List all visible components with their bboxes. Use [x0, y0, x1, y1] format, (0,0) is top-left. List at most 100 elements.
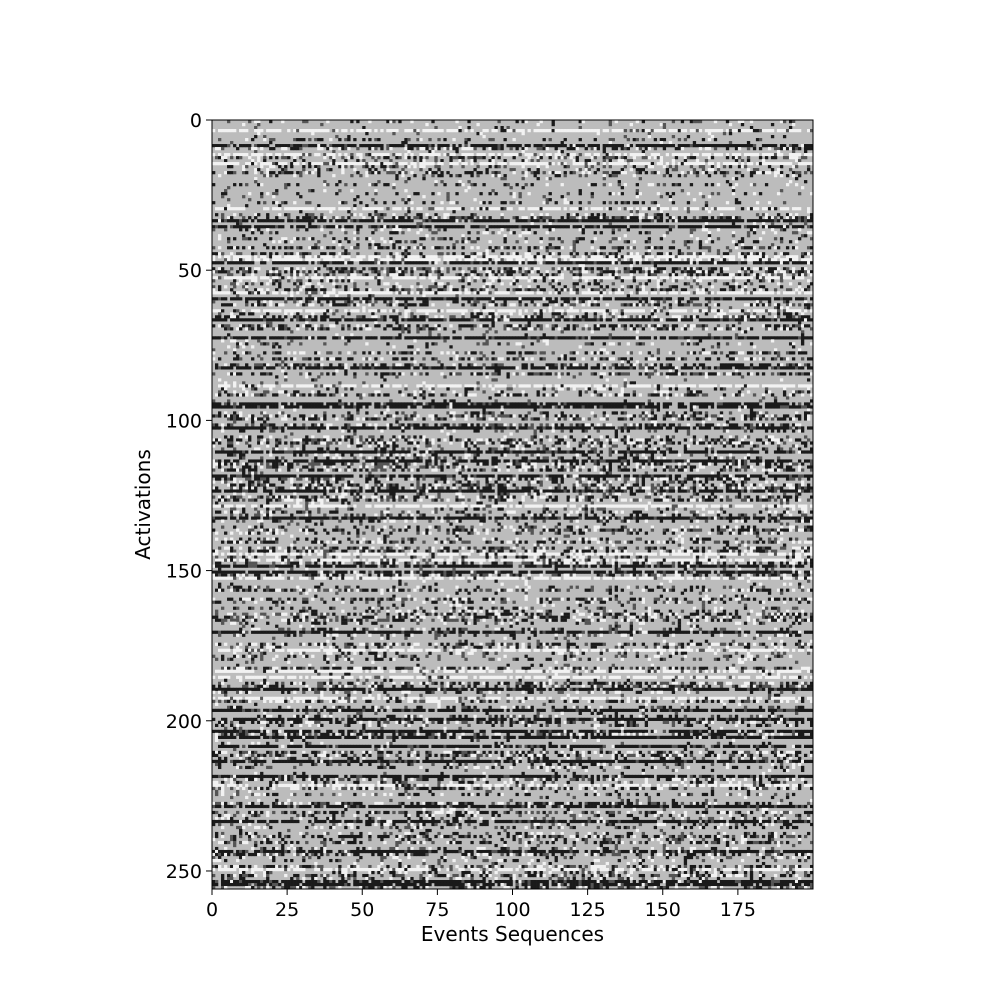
heatmap-cell	[293, 255, 297, 259]
heatmap-cell	[260, 162, 264, 166]
heatmap-cell	[359, 258, 363, 262]
heatmap-cell	[443, 228, 447, 232]
heatmap-cell	[554, 279, 558, 283]
heatmap-cell	[416, 207, 420, 211]
heatmap-cell	[380, 261, 384, 265]
heatmap-cell	[737, 201, 742, 205]
heatmap-cell	[593, 156, 597, 160]
heatmap-cell	[467, 126, 471, 130]
heatmap-cell	[623, 270, 627, 274]
heatmap-cell	[545, 213, 549, 217]
heatmap-cell	[332, 225, 336, 229]
heatmap-cell	[761, 213, 766, 217]
heatmap-cell	[293, 159, 297, 163]
heatmap-cell	[518, 258, 522, 262]
heatmap-cell	[770, 123, 775, 127]
heatmap-cell	[488, 291, 492, 295]
heatmap-cell	[395, 276, 399, 280]
heatmap-cell	[554, 147, 558, 151]
heatmap-cell	[248, 255, 252, 259]
heatmap-cell	[212, 201, 216, 205]
heatmap-cell	[242, 318, 246, 322]
heatmap-cell	[485, 282, 489, 286]
heatmap-cell	[749, 282, 754, 286]
heatmap-cell	[239, 279, 243, 283]
heatmap-cell	[527, 219, 531, 223]
heatmap-cell	[500, 177, 504, 181]
heatmap-cell	[407, 303, 411, 307]
heatmap-cell	[494, 144, 498, 148]
heatmap-cell	[527, 255, 531, 259]
heatmap-cell	[509, 270, 513, 274]
heatmap-cell	[476, 309, 480, 313]
heatmap-cell	[452, 246, 456, 250]
heatmap-cell	[629, 216, 633, 220]
heatmap-cell	[650, 309, 655, 313]
heatmap-cell	[461, 276, 465, 280]
heatmap-cell	[746, 291, 751, 295]
heatmap-cell	[500, 315, 504, 319]
heatmap-cell	[395, 177, 399, 181]
heatmap-cell	[476, 297, 480, 301]
heatmap-cell	[389, 225, 393, 229]
heatmap-cell	[698, 243, 703, 247]
heatmap-cell	[785, 297, 790, 301]
heatmap-cell	[491, 303, 495, 307]
heatmap-cell	[614, 267, 618, 271]
heatmap-cell	[728, 141, 733, 145]
heatmap-cell	[398, 255, 402, 259]
heatmap-cell	[728, 144, 733, 148]
heatmap-cell	[488, 300, 492, 304]
heatmap-cell	[266, 258, 270, 262]
heatmap-cell	[605, 297, 609, 301]
heatmap-cell	[794, 288, 799, 292]
heatmap-cell	[287, 183, 291, 187]
heatmap-cell	[215, 162, 219, 166]
heatmap-cell	[458, 255, 462, 259]
heatmap-cell	[212, 285, 216, 289]
heatmap-cell	[707, 261, 712, 265]
heatmap-cell	[752, 258, 757, 262]
heatmap-cell	[491, 153, 495, 157]
heatmap-cell	[257, 318, 261, 322]
heatmap-cell	[404, 315, 408, 319]
heatmap-cell	[257, 309, 261, 313]
heatmap-cell	[419, 258, 423, 262]
heatmap-cell	[686, 261, 691, 265]
heatmap-cell	[728, 309, 733, 313]
heatmap-cell	[422, 153, 426, 157]
heatmap-cell	[782, 147, 787, 151]
heatmap-cell	[464, 144, 468, 148]
heatmap-cell	[251, 312, 255, 316]
heatmap-cell	[635, 252, 639, 256]
heatmap-cell	[371, 291, 375, 295]
heatmap-cell	[326, 279, 330, 283]
heatmap-cell	[758, 192, 763, 196]
heatmap-cell	[341, 255, 345, 259]
heatmap-cell	[533, 207, 537, 211]
heatmap-cell	[281, 318, 285, 322]
heatmap-cell	[632, 165, 636, 169]
heatmap-cell	[641, 270, 646, 274]
heatmap-cell	[635, 201, 639, 205]
heatmap-cell	[590, 156, 594, 160]
heatmap-cell	[215, 291, 219, 295]
heatmap-cell	[509, 297, 513, 301]
heatmap-cell	[746, 297, 751, 301]
heatmap-cell	[530, 276, 534, 280]
heatmap-cell	[446, 291, 450, 295]
heatmap-cell	[737, 147, 742, 151]
heatmap-cell	[257, 132, 261, 136]
heatmap-cell	[374, 201, 378, 205]
heatmap-cell	[395, 225, 399, 229]
heatmap-cell	[218, 246, 222, 250]
heatmap-cell	[791, 273, 796, 277]
heatmap-cell	[434, 159, 438, 163]
heatmap-cell	[413, 156, 417, 160]
heatmap-cell	[647, 162, 652, 166]
heatmap-cell	[590, 216, 594, 220]
heatmap-cell	[782, 129, 787, 133]
heatmap-cell	[473, 240, 477, 244]
heatmap-cell	[254, 303, 258, 307]
heatmap-cell	[308, 279, 312, 283]
